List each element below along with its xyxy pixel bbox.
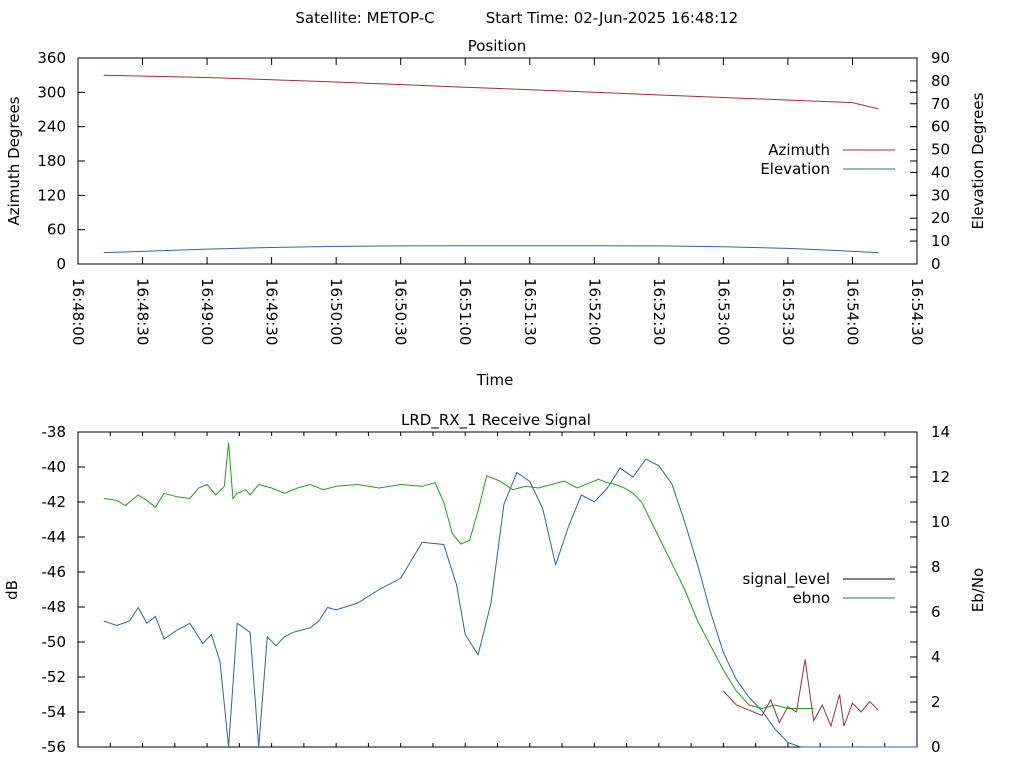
c2-ytick-label-3: -50 bbox=[42, 633, 67, 651]
c1-xtick-label-5: 16:50:30 bbox=[392, 278, 410, 345]
position-xlabel: Time bbox=[476, 371, 514, 389]
c1-series-line-1 bbox=[103, 245, 879, 254]
c1-y2tick-label-8: 80 bbox=[931, 72, 950, 90]
c1-legend-label-1: Elevation bbox=[760, 160, 830, 178]
c2-y2tick-label-7: 14 bbox=[931, 423, 950, 441]
receive-signal-y2label: Eb/No bbox=[969, 568, 987, 612]
c1-y2tick-label-7: 70 bbox=[931, 95, 950, 113]
c1-y2tick-label-1: 10 bbox=[931, 232, 950, 250]
c1-xtick-label-7: 16:51:30 bbox=[521, 278, 539, 345]
c1-xtick-label-8: 16:52:00 bbox=[585, 278, 603, 345]
c1-xtick-label-4: 16:50:00 bbox=[327, 278, 345, 345]
position-chart-title: Position bbox=[468, 37, 526, 55]
c2-y2tick-label-0: 0 bbox=[931, 738, 941, 756]
receive-signal-ylabel: dB bbox=[3, 580, 21, 600]
c2-y2tick-label-3: 6 bbox=[931, 603, 941, 621]
c2-y2tick-label-1: 2 bbox=[931, 693, 941, 711]
c1-legend-label-0: Azimuth bbox=[768, 141, 830, 159]
satellite-label: Satellite: METOP-C bbox=[295, 9, 434, 27]
c1-y2tick-label-6: 60 bbox=[931, 118, 950, 136]
c1-xtick-label-9: 16:52:30 bbox=[650, 278, 668, 345]
c1-xtick-label-13: 16:54:30 bbox=[908, 278, 926, 345]
start-time-label: Start Time: 02-Jun-2025 16:48:12 bbox=[486, 9, 738, 27]
c2-ytick-label-8: -40 bbox=[42, 458, 67, 476]
c1-xtick-label-11: 16:53:30 bbox=[779, 278, 797, 345]
receive-signal-plot-frame bbox=[77, 431, 918, 748]
c1-series-line-0 bbox=[103, 74, 879, 110]
c1-y2tick-label-3: 30 bbox=[931, 186, 950, 204]
c1-ytick-label-1: 60 bbox=[47, 221, 66, 239]
c1-xtick-label-6: 16:51:00 bbox=[456, 278, 474, 345]
c1-ytick-label-0: 0 bbox=[56, 255, 66, 273]
c2-ytick-label-7: -42 bbox=[42, 493, 67, 511]
c1-ytick-label-4: 240 bbox=[37, 118, 66, 136]
c2-ytick-label-5: -46 bbox=[42, 563, 67, 581]
c1-xtick-label-12: 16:54:00 bbox=[843, 278, 861, 345]
c1-xtick-label-0: 16:48:00 bbox=[69, 278, 87, 345]
c2-ytick-label-4: -48 bbox=[42, 598, 67, 616]
c1-y2tick-label-0: 0 bbox=[931, 255, 941, 273]
c1-ytick-label-5: 300 bbox=[37, 83, 66, 101]
position-chart: Position 0 60 120 180 240 300 360 0 10 20 30 40 50 6… bbox=[5, 37, 987, 389]
c2-ytick-label-2: -52 bbox=[42, 668, 67, 686]
position-y2label: Elevation Degrees bbox=[969, 92, 987, 229]
c2-series-line-2 bbox=[103, 442, 814, 710]
c2-ytick-label-0: -56 bbox=[42, 738, 67, 756]
c2-y2tick-label-6: 12 bbox=[931, 468, 950, 486]
c1-xtick-label-1: 16:48:30 bbox=[134, 278, 152, 345]
c2-legend-label-1: ebno bbox=[793, 589, 830, 607]
c1-y2tick-label-9: 90 bbox=[931, 49, 950, 67]
c1-xtick-label-3: 16:49:30 bbox=[263, 278, 281, 345]
c2-ytick-label-9: -38 bbox=[42, 423, 67, 441]
c1-xtick-label-2: 16:49:00 bbox=[198, 278, 216, 345]
c2-legend-label-0: signal_level bbox=[742, 570, 830, 589]
c1-ytick-label-6: 360 bbox=[37, 49, 66, 67]
c2-series-line-3 bbox=[723, 659, 879, 728]
c2-ytick-label-1: -54 bbox=[42, 703, 67, 721]
c2-y2tick-label-2: 4 bbox=[931, 648, 941, 666]
c1-y2tick-label-2: 20 bbox=[931, 209, 950, 227]
position-ylabel: Azimuth Degrees bbox=[5, 96, 23, 225]
c1-ytick-label-3: 180 bbox=[37, 152, 66, 170]
c1-y2tick-label-4: 40 bbox=[931, 163, 950, 181]
c1-ytick-label-2: 120 bbox=[37, 186, 66, 204]
c1-y2tick-label-5: 50 bbox=[931, 141, 950, 159]
c2-series-line-1 bbox=[103, 458, 917, 748]
c2-ytick-label-6: -44 bbox=[42, 528, 67, 546]
receive-signal-chart: LRD_RX_1 Receive Signal -56 -54 -52 -50 -48 -… bbox=[3, 411, 987, 756]
c2-y2tick-label-5: 10 bbox=[931, 513, 950, 531]
receive-signal-title: LRD_RX_1 Receive Signal bbox=[401, 411, 591, 430]
c2-y2tick-label-4: 8 bbox=[931, 558, 941, 576]
c1-xtick-label-10: 16:53:00 bbox=[714, 278, 732, 345]
